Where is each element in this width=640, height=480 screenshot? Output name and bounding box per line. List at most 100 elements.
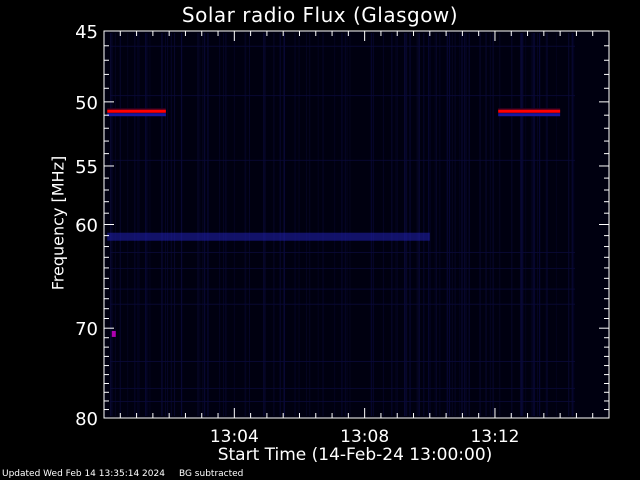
noise-streak (119, 33, 121, 416)
noise-streak (416, 33, 418, 416)
x-tick-label: 13:08 (340, 427, 389, 447)
y-tick-label: 70 (75, 319, 98, 340)
noise-streak (382, 33, 384, 416)
weak-band (107, 232, 430, 241)
emission-shadow (498, 113, 561, 117)
noise-streak (459, 33, 461, 416)
noise-streak (181, 33, 183, 416)
noise-row (110, 95, 575, 97)
updated-timestamp: Updated Wed Feb 14 13:35:14 2024 (2, 469, 165, 479)
noise-streak (449, 33, 451, 416)
noise-streak (439, 33, 441, 416)
noise-streak (165, 33, 167, 416)
noise-streak (489, 33, 491, 416)
noise-streak (197, 33, 199, 416)
noise-streak (146, 33, 148, 416)
noise-streak (149, 33, 151, 416)
noise-row (110, 303, 575, 305)
chart-title: Solar radio Flux (Glasgow) (181, 3, 459, 27)
noise-streak (372, 33, 374, 416)
noise-streak (180, 33, 182, 416)
noise-streak (219, 33, 221, 416)
noise-streak (522, 33, 524, 416)
noise-streak (521, 33, 523, 416)
noise-streak (555, 33, 557, 416)
noise-streak (283, 33, 285, 416)
noise-streak (531, 33, 533, 416)
noise-streak (429, 33, 431, 416)
noise-streak (546, 33, 548, 416)
noise-streak (305, 33, 307, 416)
noise-streak (263, 33, 265, 416)
noise-streak (334, 33, 336, 416)
noise-streak (479, 33, 481, 416)
noise-streak (451, 33, 453, 416)
noise-streak (465, 33, 467, 416)
noise-streak (346, 33, 348, 416)
noise-row (110, 45, 575, 47)
noise-streak (571, 33, 573, 416)
noise-streak (454, 33, 456, 416)
emission-spot (111, 330, 116, 337)
noise-streak (349, 33, 351, 416)
noise-streak (283, 33, 285, 416)
x-axis: 13:04 13:08 13:12 (119, 31, 594, 447)
noise-streak (520, 33, 522, 416)
y-axis: 45 50 55 60 70 80 (75, 22, 609, 430)
noise-streak (428, 33, 430, 416)
noise-streak (344, 33, 346, 416)
noise-row (110, 159, 575, 161)
noise-streak (341, 33, 343, 416)
noise-streak (273, 33, 275, 416)
noise-streak (573, 33, 575, 416)
y-tick-label: 60 (75, 216, 98, 237)
noise-streak (533, 33, 535, 416)
noise-streak (127, 33, 129, 416)
noise-streak (446, 33, 448, 416)
noise-streak (409, 33, 411, 416)
noise-row (110, 267, 575, 269)
noise-streak (499, 33, 501, 416)
noise-row (110, 288, 575, 290)
noise-streak (317, 33, 319, 416)
noise-streak (525, 33, 527, 416)
noise-streak (396, 33, 398, 416)
x-tick-label: 13:12 (470, 427, 519, 447)
y-tick-label: 80 (75, 409, 98, 430)
y-tick-label: 55 (75, 157, 98, 178)
noise-streak (395, 33, 397, 416)
noise-streak (223, 33, 225, 416)
noise-streak (207, 33, 209, 416)
noise-streak (309, 33, 311, 416)
noise-streak (264, 33, 266, 416)
noise-streak (492, 33, 494, 416)
noise-streak (423, 33, 425, 416)
noise-streak (511, 33, 513, 416)
noise-streak (410, 33, 412, 416)
noise-streak (248, 33, 250, 416)
noise-streak (170, 33, 172, 416)
noise-streak (137, 33, 139, 416)
noise-streak (279, 33, 281, 416)
noise-streak (207, 33, 209, 416)
noise-streak (114, 33, 116, 416)
noise-streak (391, 33, 393, 416)
noise-streak (204, 33, 206, 416)
y-axis-label: Frequency [MHz] (48, 155, 68, 291)
noise-streak (371, 33, 373, 416)
noise-streak (174, 33, 176, 416)
y-tick-label: 45 (75, 22, 98, 43)
noise-streak (294, 33, 296, 416)
x-tick-label: 13:04 (210, 427, 259, 447)
noise-streak (298, 33, 300, 416)
noise-streak (461, 33, 463, 416)
noise-streak (167, 33, 169, 416)
noise-streak (134, 33, 136, 416)
noise-streak (406, 33, 408, 416)
noise-streak (568, 33, 570, 416)
noise-row (110, 361, 575, 363)
emission-line (107, 109, 166, 113)
noise-streak (418, 33, 420, 416)
noise-streak (145, 33, 147, 416)
